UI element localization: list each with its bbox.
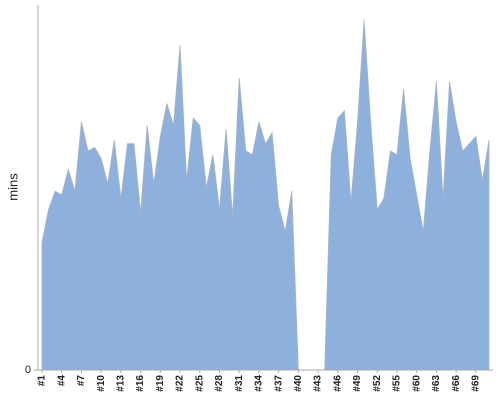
x-tick-label: #66 <box>451 375 462 392</box>
x-tick-label: #69 <box>470 375 481 392</box>
x-tick-label: #22 <box>175 375 186 392</box>
x-tick-label: #28 <box>214 375 225 392</box>
x-tick-label: #19 <box>155 375 166 392</box>
x-tick-label: #7 <box>76 375 87 387</box>
x-tick-label: #25 <box>194 375 205 392</box>
x-tick-label: #37 <box>273 375 284 392</box>
x-tick-label: #10 <box>96 375 107 392</box>
x-tick-label: #34 <box>254 375 265 392</box>
x-tick-label: #46 <box>332 375 343 392</box>
area <box>41 19 490 371</box>
x-tick-label: #1 <box>37 375 48 387</box>
y-axis-label: mins <box>5 173 20 201</box>
x-tick-label: #60 <box>411 375 422 392</box>
x-tick-label: #52 <box>372 375 383 392</box>
x-tick-label: #43 <box>313 375 324 392</box>
x-tick-label: #31 <box>234 375 245 392</box>
x-tick-label: #40 <box>293 375 304 392</box>
x-tick-label: #63 <box>431 375 442 392</box>
x-tick-label: #55 <box>392 375 403 392</box>
y-tick-label: 0 <box>25 364 31 376</box>
x-tick-label: #4 <box>56 375 67 387</box>
x-tick-label: #49 <box>352 375 363 392</box>
x-tick-label: #16 <box>135 375 146 392</box>
x-tick-label: #13 <box>116 375 127 392</box>
